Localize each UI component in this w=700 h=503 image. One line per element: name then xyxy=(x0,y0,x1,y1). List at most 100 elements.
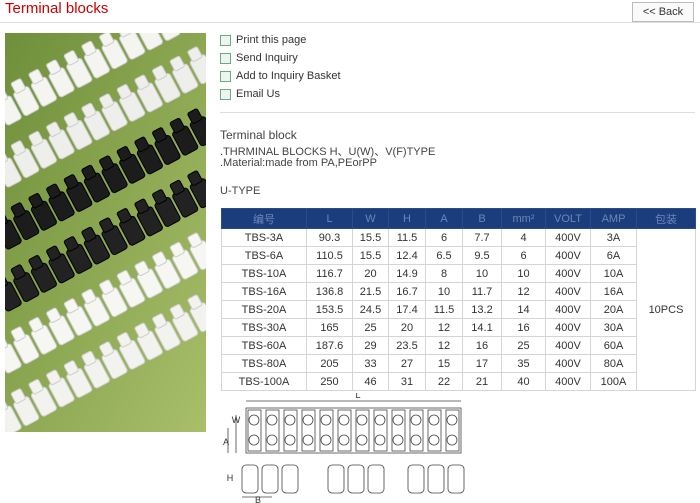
photo-strip xyxy=(5,170,206,312)
table-cell: 16A xyxy=(590,282,637,301)
link-icon xyxy=(220,52,231,64)
photo-block xyxy=(99,279,115,295)
table-cell: TBS-6A xyxy=(221,246,307,265)
link-text[interactable]: Add to Inquiry Basket xyxy=(236,70,341,82)
table-cell: 15 xyxy=(425,354,463,373)
photo-strip xyxy=(5,294,206,432)
product-name: Terminal block xyxy=(220,128,297,142)
screw xyxy=(428,414,440,426)
table-cell: 9.5 xyxy=(462,246,502,265)
photo-block xyxy=(81,164,97,181)
photo-strip xyxy=(5,33,181,126)
action-link[interactable]: Send Inquiry xyxy=(220,52,298,64)
photo-block xyxy=(63,298,79,314)
block-cell xyxy=(247,409,262,452)
photo-block xyxy=(134,198,150,215)
table-row: TBS-20A 153.5 24.5 17.4 11.5 13.2 14 400V 20A xyxy=(221,300,696,319)
dimension-label: A xyxy=(223,437,229,447)
block-cell xyxy=(319,409,334,452)
photo-block xyxy=(5,405,22,432)
photo-block xyxy=(99,217,115,233)
screw xyxy=(248,434,260,446)
photo-block xyxy=(134,74,150,91)
photo-block xyxy=(28,69,44,85)
photo-block xyxy=(5,281,22,312)
table-cell: TBS-100A xyxy=(221,372,307,391)
photo-block xyxy=(5,157,22,188)
block-cell xyxy=(355,409,370,452)
photo-block xyxy=(81,288,97,305)
photo-block xyxy=(116,146,132,162)
table-cell: 8 xyxy=(425,264,463,283)
link-text[interactable]: Email Us xyxy=(236,88,281,100)
table-cell: 10 xyxy=(462,264,502,283)
link-icon xyxy=(220,88,231,100)
photo-block xyxy=(63,50,79,66)
screw xyxy=(302,414,314,426)
table-cell: 116.7 xyxy=(306,264,353,283)
link-text[interactable]: Print this page xyxy=(236,34,307,46)
side-view xyxy=(347,464,365,494)
header-cell: mm² xyxy=(501,208,546,229)
table-cell: 400V xyxy=(545,354,591,373)
back-button[interactable]: << Back xyxy=(632,2,694,22)
photo-block xyxy=(5,149,9,166)
table-cell: 14.9 xyxy=(388,264,426,283)
table-cell: 165 xyxy=(306,318,353,337)
header-cell: VOLT xyxy=(545,208,591,229)
table-cell: 25 xyxy=(501,336,546,355)
table-cell: 25 xyxy=(352,318,389,337)
screw xyxy=(284,414,296,426)
table-cell: 100A xyxy=(590,372,637,391)
table-cell: TBS-16A xyxy=(221,282,307,301)
action-link[interactable]: Email Us xyxy=(220,88,280,100)
photo-block xyxy=(28,255,44,271)
action-link[interactable]: Add to Inquiry Basket xyxy=(220,70,341,82)
photo-block xyxy=(10,78,26,94)
table-cell: TBS-30A xyxy=(221,318,307,337)
photo-block xyxy=(169,55,185,72)
table-cell: 20 xyxy=(352,264,389,283)
table-cell: 16 xyxy=(462,336,502,355)
screw xyxy=(320,414,332,426)
table-cell: 60A xyxy=(590,336,637,355)
table-cell: 30A xyxy=(590,318,637,337)
table-cell: 10 xyxy=(501,264,546,283)
table-cell: 27 xyxy=(388,354,426,373)
table-cell: 12 xyxy=(425,336,463,355)
photo-block xyxy=(134,136,150,153)
photo-strip xyxy=(5,232,206,374)
table-cell: 24.5 xyxy=(352,300,389,319)
table-cell: 4 xyxy=(501,228,546,247)
action-link[interactable]: Print this page xyxy=(220,34,306,46)
block-cell xyxy=(445,409,460,452)
table-row: TBS-6A 110.5 15.5 12.4 6.5 9.5 6 400V 6A xyxy=(221,246,696,265)
product-photo xyxy=(5,33,206,432)
photo-block xyxy=(169,179,185,196)
table-cell: TBS-60A xyxy=(221,336,307,355)
photo-block xyxy=(63,174,79,190)
header-cell: B xyxy=(462,208,502,229)
block-cell xyxy=(409,409,424,452)
link-icon xyxy=(220,34,231,46)
table-cell: 400V xyxy=(545,372,591,391)
link-text[interactable]: Send Inquiry xyxy=(236,52,298,64)
header-cell: H xyxy=(388,208,426,229)
table-cell: 12.4 xyxy=(388,246,426,265)
table-cell: 187.6 xyxy=(306,336,353,355)
photo-block xyxy=(28,379,44,395)
table-cell: 33 xyxy=(352,354,389,373)
photo-block xyxy=(136,33,163,51)
dimension-label: L xyxy=(355,393,360,400)
table-row: TBS-30A 165 25 20 12 14.1 16 400V 30A xyxy=(221,318,696,337)
photo-block xyxy=(134,322,150,339)
screw xyxy=(392,434,404,446)
photo-block xyxy=(81,350,97,367)
photo-block xyxy=(116,270,132,286)
photo-block xyxy=(154,33,181,41)
photo-block xyxy=(187,294,203,310)
photo-block xyxy=(99,33,115,47)
table-cell: 11.5 xyxy=(425,300,463,319)
photo-block xyxy=(187,232,203,248)
